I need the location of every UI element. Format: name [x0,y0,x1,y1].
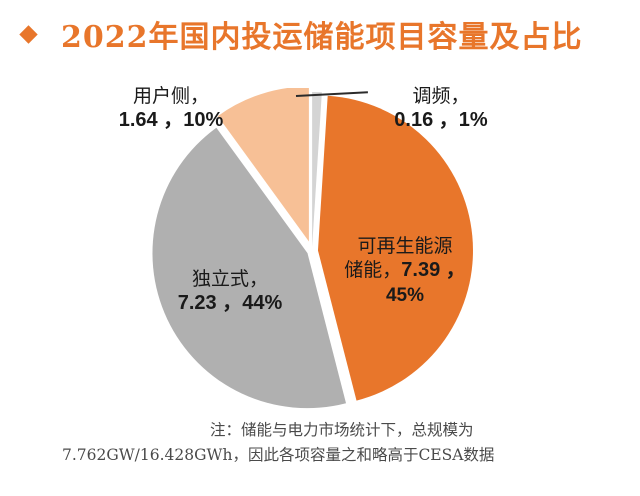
pie-label-renewable-line2: 储能，7.39 ， [320,258,490,284]
pie-label-renewable-line2-cjk: 储能， [344,259,402,282]
pie-label-renewable-line2-num: 7.39 ， [401,259,466,282]
pie-label-frequency: 调频， 0.16 ，1% [366,84,516,134]
pie-slice-frequency[interactable] [312,92,322,247]
pie-label-user-side: 用户侧， 1.64 ，10% [86,84,256,134]
page-title: 2022年国内投运储能项目容量及占比 [61,20,583,55]
footnote: 注：储能与电力市场统计下，总规模为 7.762GW/16.428GWh，因此各项… [0,418,640,468]
pie-label-frequency-line2: 0.16 ，1% [394,109,488,132]
pie-slice-standalone[interactable] [152,127,347,409]
pie-label-renewable: 可再生能源 储能，7.39 ， 45% [320,234,490,308]
pie-slice-user-side[interactable] [217,88,309,242]
page-title-row: 2022年国内投运储能项目容量及占比 [0,8,640,60]
pie-label-renewable-line1: 可再生能源 [357,235,453,257]
pie-chart: 用户侧， 1.64 ，10% 调频， 0.16 ，1% 独立式， 7.23 ，4… [0,62,640,422]
pie-label-renewable-line3: 45% [385,284,425,306]
footnote-line-1: 注：储能与电力市场统计下，总规模为 [210,421,474,439]
pie-label-frequency-line1: 调频， [412,85,470,107]
pie-label-standalone-line1: 独立式， [191,268,268,290]
pie-slice-renewable[interactable] [317,95,473,401]
pie-label-standalone-line2: 7.23 ，44% [177,292,283,315]
diamond-icon [19,24,38,44]
pie-label-user-side-line2: 1.64 ，10% [118,109,224,132]
footnote-line-2: 7.762GW/16.428GWh，因此各项容量之和略高于CESA数据 [62,446,495,465]
pie-label-standalone: 独立式， 7.23 ，44% [140,267,320,317]
pie-chart-svg [152,88,473,409]
pie-label-user-side-line1: 用户侧， [132,85,209,107]
